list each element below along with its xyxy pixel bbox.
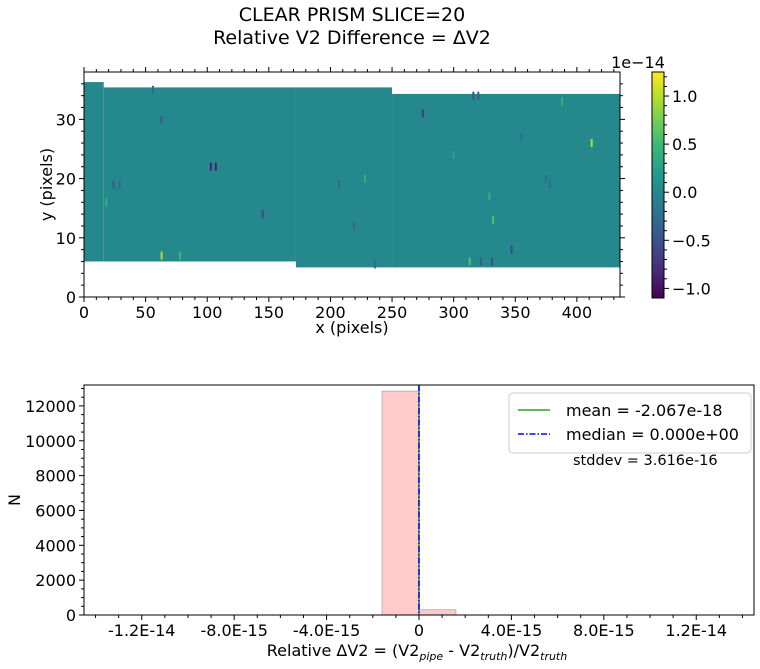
heatmap-x-tick-label: 400 — [562, 303, 593, 322]
heatmap-outlier-pixel — [510, 245, 513, 254]
heatmap-x-tick-label: 300 — [438, 303, 469, 322]
heatmap-outlier-pixel — [421, 109, 424, 118]
histogram-y-tick-label: 0 — [66, 606, 76, 625]
heatmap-outlier-pixel — [590, 139, 593, 148]
heatmap-outlier-pixel — [352, 221, 355, 230]
heatmap-data-region — [295, 87, 393, 268]
colorbar-tick-label: −0.5 — [672, 231, 711, 250]
heatmap-x-tick-label: 150 — [254, 303, 285, 322]
heatmap-x-tick-label: 0 — [79, 303, 89, 322]
colorbar — [651, 71, 665, 299]
histogram-x-tick-label: -8.0E-15 — [200, 621, 267, 640]
histogram-x-tick-label: 0 — [414, 621, 424, 640]
x-axis-label-part: Relative ΔV2 = (V2 — [267, 641, 420, 660]
heatmap-x-axis-label: x (pixels) — [315, 318, 388, 337]
stddev-annotation: stddev = 3.616e-16 — [573, 453, 718, 469]
heatmap-outlier-pixel — [477, 91, 480, 100]
colorbar-tick-label: 0.5 — [672, 135, 697, 154]
heatmap-outlier-pixel — [561, 97, 564, 106]
histogram-x-tick-label: 4.0E-15 — [481, 621, 543, 640]
histogram-y-tick-label: 10000 — [25, 432, 76, 451]
heatmap-x-tick-label: 50 — [135, 303, 155, 322]
legend-box — [508, 392, 752, 454]
heatmap-axes-frame — [83, 71, 621, 298]
histogram-x-tick-label: 1.2E-14 — [665, 621, 727, 640]
colorbar-offset-label: 1e−14 — [611, 53, 665, 72]
heatmap-outlier-pixel — [492, 216, 495, 225]
colorbar-tick-label: 1.0 — [672, 87, 697, 106]
heatmap-data-region — [392, 93, 620, 268]
heatmap-data-region — [103, 87, 296, 262]
figure-title-line2: Relative V2 Difference = ΔV2 — [213, 27, 491, 49]
heatmap-data-region — [84, 82, 104, 262]
x-axis-label-part: - V2 — [443, 641, 480, 660]
histogram-x-tick-label: -4.0E-15 — [293, 621, 360, 640]
histogram-bar — [418, 609, 457, 616]
figure-title-line1: CLEAR PRISM SLICE=20 — [238, 4, 466, 26]
histogram-y-tick-label: 6000 — [35, 501, 76, 520]
histogram-x-tick-label: -1.2E-14 — [108, 621, 175, 640]
x-axis-label-subscript: truth — [540, 650, 567, 663]
legend-mean-label: mean = -2.067e-18 — [566, 401, 723, 420]
x-axis-label-subscript: pipe — [418, 650, 443, 663]
x-axis-label-subscript: truth — [480, 650, 507, 663]
heatmap-x-tick-label: 100 — [192, 303, 223, 322]
colorbar-tick-label: 0.0 — [672, 183, 697, 202]
heatmap-y-tick-label: 20 — [56, 170, 76, 189]
heatmap-outlier-pixel — [452, 150, 455, 159]
histogram-bar — [381, 390, 420, 616]
histogram-y-tick-label: 2000 — [35, 571, 76, 590]
heatmap-outlier-pixel — [479, 257, 482, 266]
heatmap-outlier-pixel — [160, 115, 163, 124]
heatmap-outlier-pixel — [209, 162, 212, 171]
heatmap-outlier-pixel — [548, 180, 551, 189]
x-axis-label-part: )/V2 — [507, 641, 540, 660]
heatmap-outlier-pixel — [105, 198, 108, 207]
heatmap-outlier-pixel — [261, 210, 264, 219]
heatmap-outlier-pixel — [363, 174, 366, 183]
heatmap-outlier-pixel — [490, 257, 493, 266]
heatmap-outlier-pixel — [338, 180, 341, 189]
heatmap-outlier-pixel — [488, 192, 491, 201]
heatmap-outlier-pixel — [472, 91, 475, 100]
heatmap-outlier-pixel — [373, 260, 376, 269]
heatmap-y-tick-label: 30 — [56, 110, 76, 129]
heatmap-outlier-pixel — [160, 251, 163, 260]
heatmap-outlier-pixel — [468, 257, 471, 266]
histogram-y-tick-label: 8000 — [35, 467, 76, 486]
colorbar-tick-label: −1.0 — [672, 279, 711, 298]
heatmap-outlier-pixel — [118, 180, 121, 189]
heatmap-outlier-pixel — [152, 85, 155, 94]
heatmap-x-tick-label: 350 — [500, 303, 531, 322]
heatmap-outlier-pixel — [179, 251, 182, 260]
heatmap-outlier-pixel — [112, 180, 115, 189]
heatmap-outlier-pixel — [520, 133, 523, 142]
heatmap-y-tick-label: 10 — [56, 229, 76, 248]
heatmap-y-axis-label: y (pixels) — [37, 148, 56, 221]
heatmap-y-tick-label: 0 — [66, 288, 76, 307]
heatmap-x-tick-label: 200 — [315, 303, 346, 322]
histogram-y-tick-label: 4000 — [35, 536, 76, 555]
histogram-x-tick-label: 8.0E-15 — [573, 621, 635, 640]
histogram-x-axis-label: Relative ΔV2 = (V2pipe - V2truth)/V2trut… — [267, 641, 567, 663]
histogram-y-axis-label: N — [5, 494, 24, 506]
heatmap-outlier-pixel — [214, 162, 217, 171]
heatmap-outlier-pixel — [545, 174, 548, 183]
legend-median-label: median = 0.000e+00 — [566, 425, 739, 444]
heatmap-x-tick-label: 250 — [377, 303, 408, 322]
histogram-y-tick-label: 12000 — [25, 397, 76, 416]
